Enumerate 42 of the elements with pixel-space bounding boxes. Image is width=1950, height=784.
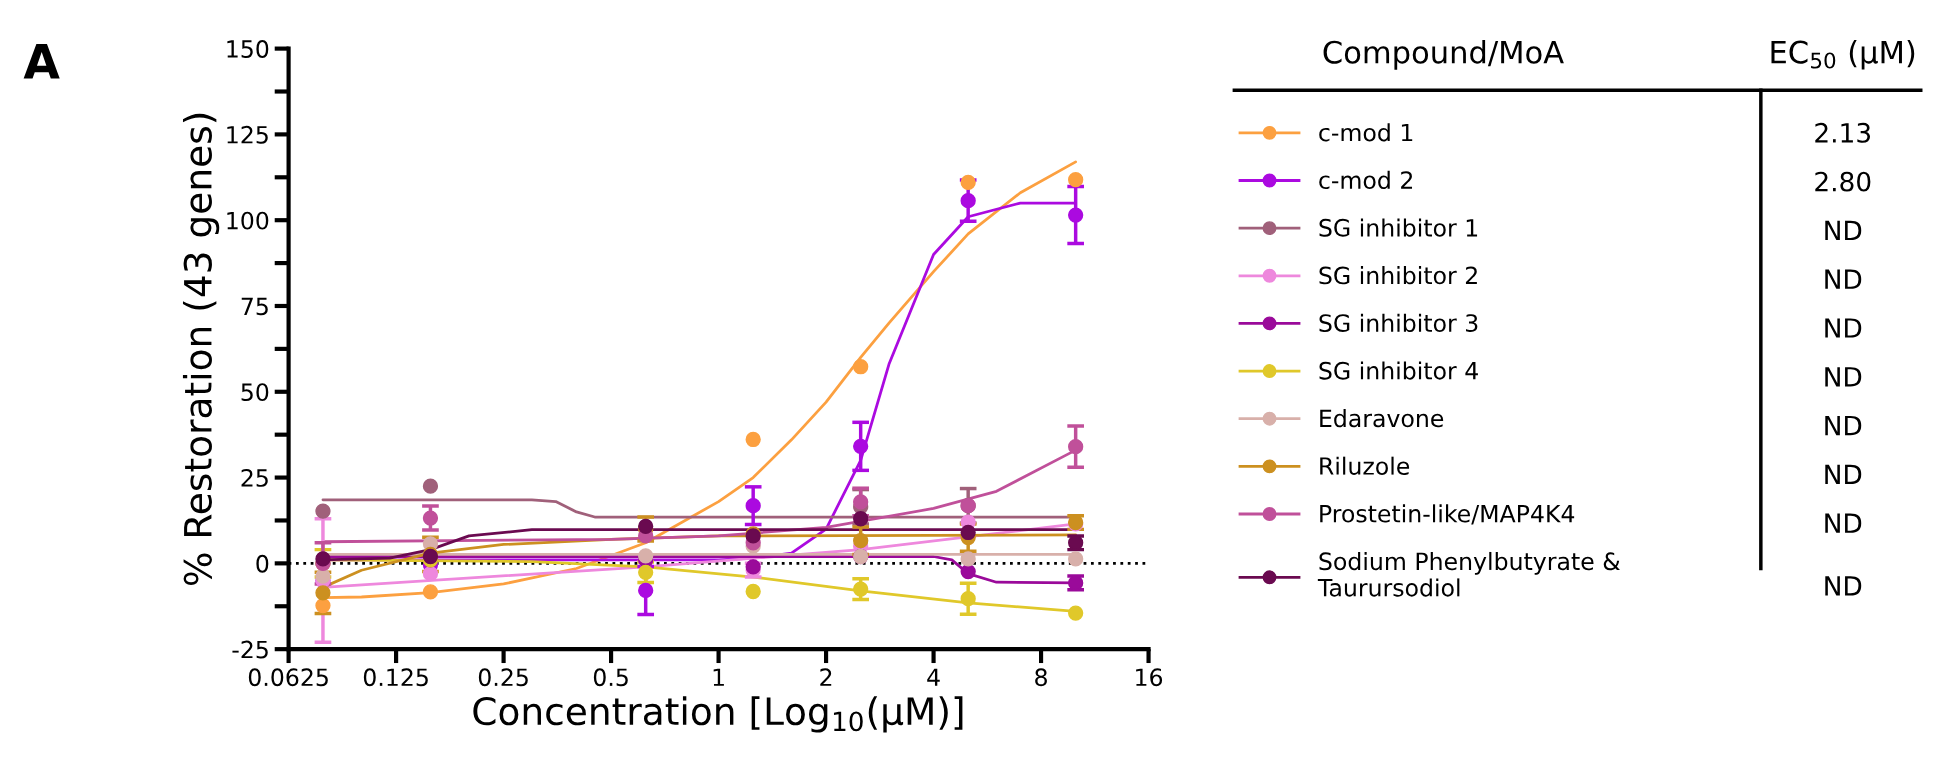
y-tick-label: 150 (227, 40, 269, 58)
text: ND (1825, 576, 1862, 596)
x-tick-label: 4 (927, 668, 940, 686)
text: 2.13 (1815, 122, 1871, 143)
text: ND (1825, 220, 1862, 241)
x-tick-label: 0.0625 (248, 668, 328, 687)
y-tick-label: 0 (256, 554, 269, 573)
text: ND (1825, 367, 1862, 387)
legend-label: c-mod 1 (1319, 123, 1413, 142)
x-tick-label: 8 (1035, 668, 1047, 687)
text: 2.80 (1815, 171, 1871, 192)
x-tick-label: 0.25 (478, 668, 528, 687)
legend-label: SG inhibitor 2 (1319, 266, 1477, 285)
y-tick-label: 125 (227, 125, 268, 144)
text: ND (1825, 269, 1862, 289)
text: A (23, 43, 60, 79)
y-tick-label: -25 (232, 640, 268, 659)
y-tick-label: 25 (241, 469, 268, 487)
x-tick-label: 2 (820, 668, 832, 686)
legend-label: Riluzole (1320, 456, 1410, 475)
text: ND (1825, 464, 1862, 484)
y-tick-label: 75 (241, 297, 268, 316)
text: ND (1825, 318, 1862, 338)
x-tick-label: 16 (1136, 668, 1163, 687)
text: EC$_{50}$ (µM) (1771, 40, 1915, 70)
y-tick-label: 50 (241, 383, 269, 402)
legend-title: Compound/MoA (1323, 40, 1564, 70)
text: ND (1825, 415, 1862, 436)
legend-label: Prostetin-like/MAP4K4 (1320, 504, 1575, 525)
legend-label: SG inhibitor 3 (1319, 313, 1478, 333)
text: ND (1825, 513, 1862, 533)
y-axis-title: % Restoration (43 genes) (182, 113, 220, 586)
y-tick-label: 100 (227, 211, 269, 230)
x-tick-label: 1 (713, 668, 724, 686)
x-tick-label: 0.5 (593, 668, 628, 687)
legend-label: c-mod 2 (1319, 170, 1413, 190)
x-axis-title: Concentration [Log$_{10}$(µM)] (473, 696, 963, 733)
legend-label: SG inhibitor 1 (1319, 218, 1478, 237)
legend-label: Edaravone (1320, 409, 1444, 428)
legend-label: Sodium Phenylbutyrate & Taurursodiol (1317, 551, 1620, 597)
legend-label: SG inhibitor 4 (1319, 361, 1478, 380)
x-tick-label: 0.125 (363, 668, 428, 687)
